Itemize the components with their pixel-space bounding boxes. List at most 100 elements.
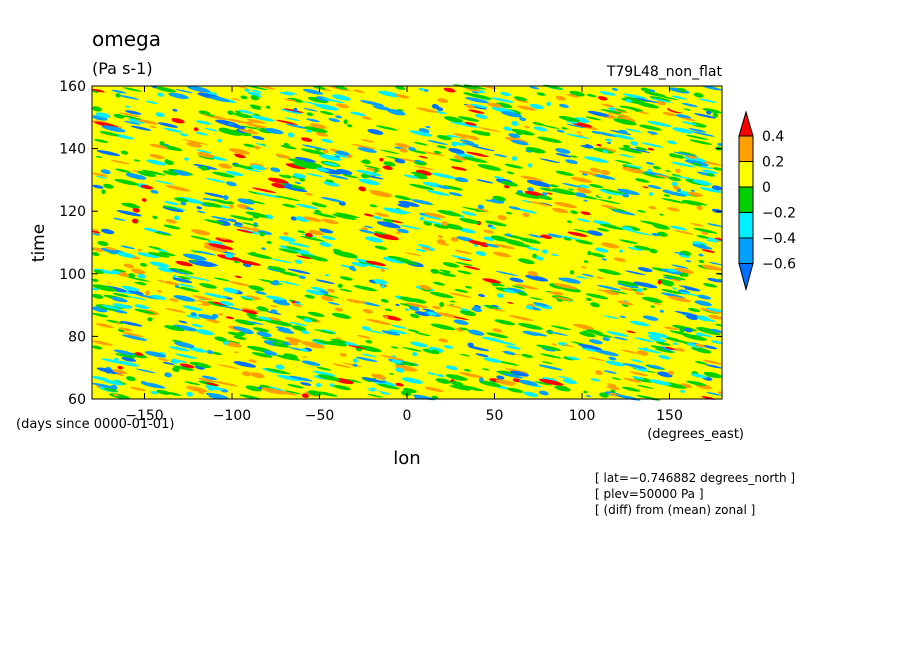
heatmap-cell (415, 169, 432, 176)
heatmap-cell (697, 333, 712, 337)
heatmap-cell (577, 343, 603, 351)
heatmap-cell (585, 395, 592, 398)
heatmap-cell (607, 112, 632, 118)
heatmap-cell (456, 236, 474, 242)
heatmap-cell (414, 332, 431, 337)
heatmap-cell (624, 203, 640, 208)
heatmap-cell (227, 331, 244, 337)
heatmap-cell (312, 212, 337, 218)
heatmap-cell (551, 343, 557, 346)
heatmap-cell (425, 126, 431, 129)
annotation-lat: [ lat=−0.746882 degrees_north ] (595, 471, 795, 485)
heatmap-cell (182, 253, 207, 261)
heatmap-cell (134, 304, 149, 310)
heatmap-cell (438, 271, 456, 277)
heatmap-cell (562, 378, 577, 385)
heatmap-cell (231, 98, 241, 101)
heatmap-cell (416, 290, 426, 296)
heatmap-cell (367, 129, 384, 135)
heatmap-cell (232, 326, 252, 332)
heatmap-cell (706, 154, 717, 159)
heatmap-cell (461, 141, 480, 147)
heatmap-cell (559, 235, 582, 241)
heatmap-cell (170, 103, 196, 110)
y-tick-label: 120 (59, 204, 86, 220)
y-axis-label: time (29, 224, 49, 262)
heatmap-cell (705, 364, 722, 369)
heatmap-cell (256, 331, 272, 338)
heatmap-cell (694, 347, 712, 354)
heatmap-cell (467, 135, 479, 141)
heatmap-cell (114, 357, 119, 361)
heatmap-cell (169, 346, 190, 352)
heatmap-cell (92, 345, 103, 350)
heatmap-cell (116, 360, 139, 367)
heatmap-cell (365, 329, 385, 334)
heatmap-cell (263, 350, 278, 356)
heatmap-cell (248, 359, 257, 363)
heatmap-cell (215, 220, 231, 226)
heatmap-cell (308, 229, 324, 236)
heatmap-cell (625, 128, 642, 133)
colorbar-segment (738, 161, 754, 188)
heatmap-cell (310, 286, 326, 292)
heatmap-cell (459, 353, 470, 357)
heatmap-cell (532, 302, 549, 307)
heatmap-cell (485, 243, 500, 248)
heatmap-cell (156, 289, 163, 293)
heatmap-cell (686, 380, 707, 386)
heatmap-cell (427, 311, 437, 316)
heatmap-cell (495, 270, 519, 277)
heatmap-cell (301, 360, 321, 366)
heatmap-cell (511, 285, 526, 289)
heatmap-cell (324, 274, 330, 277)
y-axis-units: (days since 0000-01-01) (16, 417, 174, 432)
heatmap-cell (632, 376, 644, 380)
heatmap-cell (260, 387, 286, 395)
heatmap-cell (446, 304, 463, 309)
heatmap-cell (263, 164, 268, 168)
heatmap-cell (205, 382, 219, 386)
heatmap-cell (475, 353, 489, 357)
heatmap-cell (270, 167, 281, 173)
heatmap-cell (286, 246, 301, 251)
heatmap-cell (360, 173, 370, 179)
heatmap-cell (485, 220, 507, 227)
heatmap-cell (402, 388, 417, 394)
heatmap-cell (163, 224, 181, 230)
heatmap-cell (154, 180, 175, 185)
heatmap-cell (271, 342, 290, 348)
heatmap-cell (502, 289, 516, 294)
heatmap-cell (597, 284, 622, 291)
heatmap-cell (570, 210, 578, 215)
heatmap-cell (373, 390, 382, 395)
heatmap-cell (670, 225, 687, 231)
heatmap-cell (287, 384, 304, 389)
heatmap-cell (630, 141, 639, 146)
heatmap-cell (692, 244, 713, 250)
heatmap-cell (519, 117, 527, 122)
heatmap-cell (508, 174, 519, 180)
heatmap-cell (694, 343, 706, 348)
heatmap-cell (426, 190, 450, 196)
heatmap-cell (605, 360, 625, 367)
heatmap-cell (117, 365, 124, 370)
heatmap-cell (480, 385, 496, 392)
heatmap-cell (599, 223, 624, 230)
heatmap-cell (371, 373, 386, 380)
heatmap-cell (594, 131, 618, 137)
heatmap-cell (264, 127, 284, 135)
colorbar-label: 0.4 (762, 129, 784, 145)
heatmap-cell (623, 96, 649, 103)
heatmap-cell (373, 231, 387, 235)
heatmap-cell (128, 296, 147, 301)
heatmap-cell (103, 387, 118, 392)
heatmap-cell (664, 337, 691, 344)
heatmap-cell (611, 87, 619, 91)
chart-units: (Pa s-1) (92, 59, 153, 78)
heatmap-cell (92, 230, 101, 234)
heatmap-cell (283, 98, 297, 102)
heatmap-cell (121, 285, 140, 291)
heatmap-cell (158, 251, 176, 257)
